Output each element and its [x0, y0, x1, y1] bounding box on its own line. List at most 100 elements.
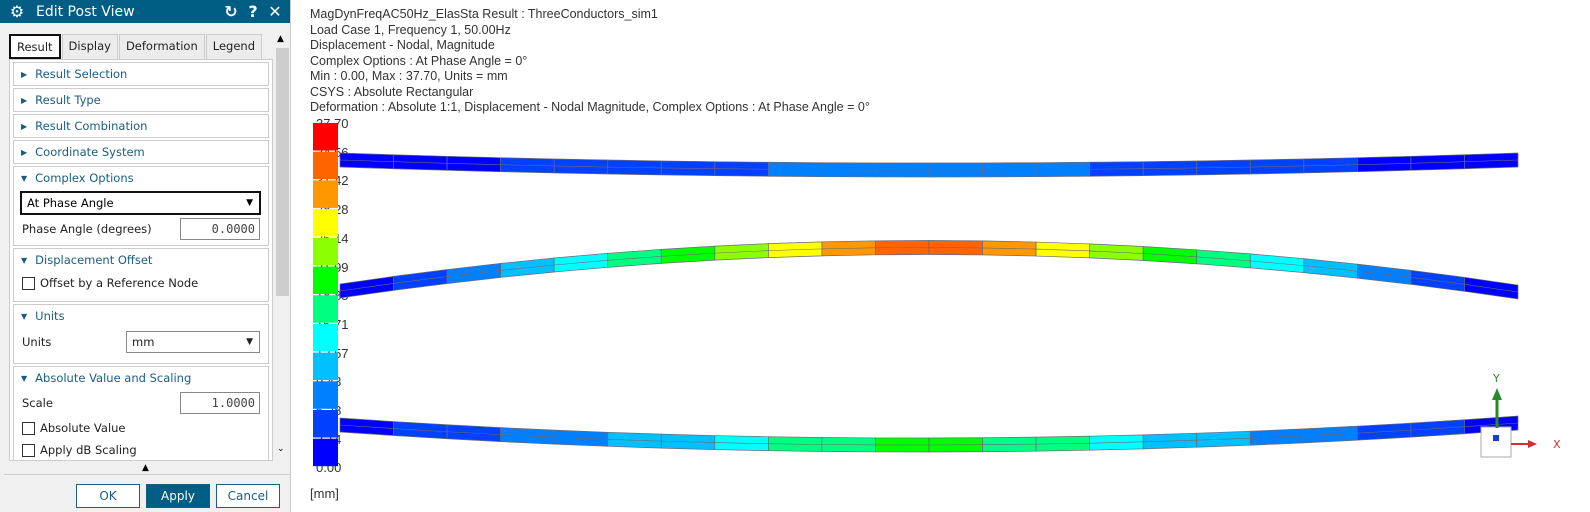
info-line: Complex Options : At Phase Angle = 0°	[310, 53, 528, 68]
beam-mesh-line	[768, 443, 822, 445]
beam-mesh-line	[661, 440, 715, 443]
collapse-icon: ▼	[21, 173, 28, 183]
section-coordinate-system[interactable]: ▶ Coordinate System	[14, 141, 268, 163]
beam-mesh-line	[500, 264, 555, 271]
beam-mesh-line	[1357, 429, 1411, 434]
beam-mesh-line	[1196, 256, 1251, 262]
section-units[interactable]: ▼ Units	[14, 305, 268, 327]
reset-icon[interactable]: ↻	[224, 2, 238, 21]
gear-icon[interactable]: ⚙	[9, 2, 25, 21]
result-tab-content: ▶ Result Selection ▶ Result Type ▶ Result C…	[9, 59, 273, 461]
beam-mesh-line	[1410, 161, 1465, 164]
section-label: Units	[35, 309, 65, 323]
legend-color-band	[313, 237, 338, 266]
triad-origin-box	[1480, 426, 1512, 458]
beam-mesh-line	[982, 443, 1037, 446]
scroll-up-icon[interactable]: ▲	[277, 34, 284, 44]
close-icon[interactable]: ✕	[268, 2, 282, 21]
section-label: Complex Options	[35, 171, 134, 185]
expand-icon: ▶	[21, 121, 28, 131]
section-label: Displacement Offset	[35, 253, 153, 267]
expand-icon: ▶	[21, 69, 28, 79]
help-icon[interactable]: ?	[248, 2, 258, 21]
beam-mesh-line	[339, 424, 394, 429]
legend-color-band	[313, 410, 338, 438]
beam-mesh-line	[393, 276, 448, 284]
beam-mesh-line	[607, 438, 662, 442]
beam-mesh-line	[607, 256, 662, 261]
beam-mesh-line	[1143, 167, 1197, 169]
scroll-down-icon[interactable]: ⌄	[277, 444, 285, 454]
ok-button[interactable]: OK	[76, 484, 140, 508]
section-result-selection[interactable]: ▶ Result Selection	[14, 63, 268, 85]
beam-mesh-line	[447, 163, 501, 166]
legend-color-band	[313, 381, 338, 409]
db-scaling-checkbox[interactable]	[22, 443, 35, 457]
section-result-type[interactable]: ▶ Result Type	[14, 89, 268, 111]
beam-mesh-line	[1303, 432, 1358, 437]
legend-color-band	[313, 438, 338, 467]
apply-button[interactable]: Apply	[146, 484, 210, 508]
beam-mesh-line	[768, 248, 822, 251]
beam-mesh-line	[821, 247, 876, 250]
collapse-panel-icon[interactable]: ▲	[142, 463, 149, 473]
beam-mesh-line	[554, 260, 608, 266]
y-axis-label: Y	[1492, 372, 1500, 385]
tab-deformation[interactable]: Deformation	[118, 34, 205, 59]
section-displacement-offset[interactable]: ▼ Displacement Offset	[14, 249, 268, 271]
scrollbar-thumb[interactable]	[276, 48, 289, 296]
beam-mesh-line	[661, 252, 715, 257]
beam-mesh-line	[1036, 248, 1090, 252]
info-line: Displacement - Nodal, Magnitude	[310, 38, 495, 52]
beam-mesh-line	[1250, 260, 1304, 266]
legend-color-band	[313, 123, 338, 151]
collapse-icon: ▼	[21, 373, 28, 383]
info-line: MagDynFreqAC50Hz_ElasSta Result : ThreeC…	[310, 7, 658, 21]
tab-legend[interactable]: Legend	[205, 34, 263, 59]
phase-angle-input[interactable]: 0.0000	[180, 218, 260, 240]
legend-color-band	[313, 295, 338, 323]
result-info-text: MagDynFreqAC50Hz_ElasSta Result : ThreeC…	[310, 7, 870, 116]
tab-display[interactable]: Display	[61, 34, 118, 59]
x-axis-label: X	[1553, 438, 1561, 451]
scale-input[interactable]: 1.0000	[180, 392, 260, 414]
complex-mode-select[interactable]: At Phase Angle ▼	[20, 191, 261, 215]
expand-icon: ▶	[21, 95, 28, 105]
absolute-value-checkbox[interactable]	[22, 421, 35, 435]
collapse-icon: ▼	[21, 311, 28, 321]
offset-label: Offset by a Reference Node	[40, 276, 199, 290]
section-complex-options[interactable]: ▼ Complex Options	[14, 167, 268, 189]
x-axis-arrowhead	[1528, 440, 1537, 448]
info-line: CSYS : Absolute Rectangular	[310, 84, 474, 99]
beam-mesh-line	[1410, 426, 1465, 431]
dialog-title: Edit Post View	[36, 3, 135, 20]
units-select[interactable]: mm ▼	[126, 331, 260, 353]
section-result-combination[interactable]: ▶ Result Combination	[14, 115, 268, 137]
units-label: Units	[22, 335, 52, 349]
beam-mesh-line	[1464, 422, 1519, 428]
info-line: Deformation : Absolute 1:1, Displacement…	[310, 100, 870, 114]
beam-mesh-line	[714, 168, 769, 170]
section-label: Absolute Value and Scaling	[35, 371, 192, 385]
scrollbar[interactable]: ▲ ⌄	[275, 34, 289, 461]
cancel-button[interactable]: Cancel	[216, 484, 280, 508]
legend-color-band	[313, 323, 338, 352]
tab-result[interactable]: Result	[9, 34, 61, 59]
beam-mesh-line	[1196, 437, 1251, 441]
section-label: Result Selection	[35, 67, 128, 81]
beam-mesh-line	[982, 247, 1037, 250]
collapse-icon: ▼	[21, 255, 28, 265]
offset-checkbox[interactable]	[22, 276, 35, 290]
beam-mesh-line	[714, 442, 769, 445]
select-value: mm	[132, 335, 155, 349]
beam-mesh-line	[1464, 159, 1519, 163]
beam-mesh-line	[393, 428, 448, 433]
absolute-value-label: Absolute Value	[40, 421, 126, 435]
info-line: Min : 0.00, Max : 37.70, Units = mm	[310, 69, 508, 83]
triad-origin-icon	[1493, 435, 1499, 441]
phase-angle-label: Phase Angle (degrees)	[22, 222, 152, 236]
section-absolute-scaling[interactable]: ▼ Absolute Value and Scaling	[14, 367, 268, 389]
beam-mesh-line	[1250, 435, 1304, 439]
expand-icon: ▶	[21, 147, 28, 157]
